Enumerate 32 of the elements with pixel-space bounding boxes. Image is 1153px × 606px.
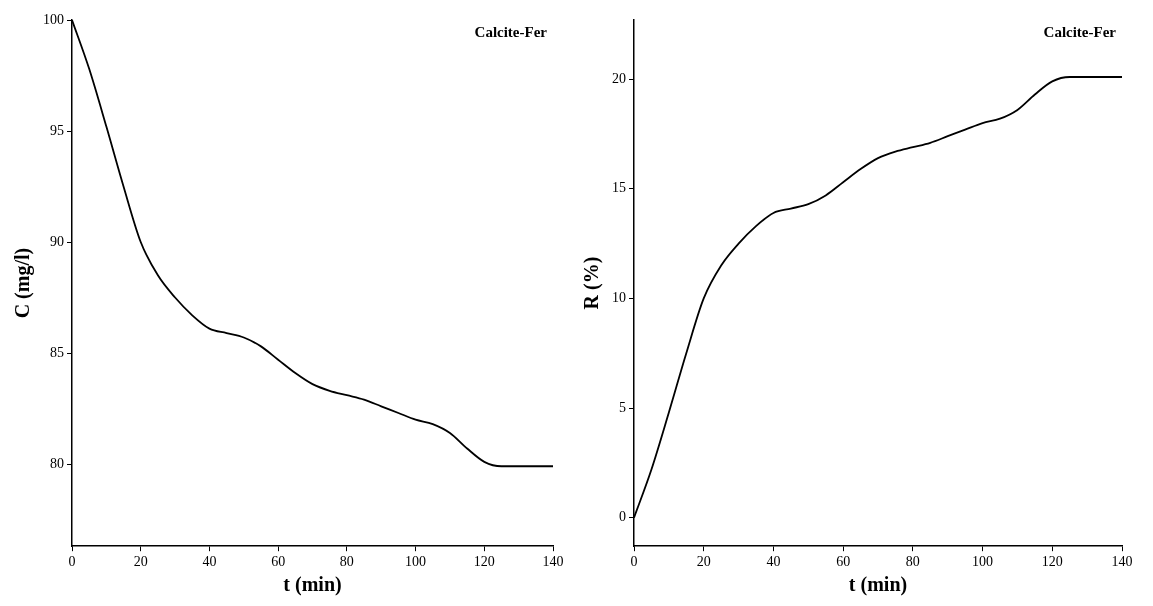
x-tick-label: 60 [271,554,286,570]
x-tick-label: 140 [1111,554,1133,570]
y-axis-title: R (%) [580,256,604,310]
y-tick-label: 20 [612,70,626,86]
x-tick-label: 120 [473,554,495,570]
x-tick-label: 40 [766,554,781,570]
x-tick-label: 20 [133,554,148,570]
x-tick-label: 80 [905,554,920,570]
x-axis-title: t (min) [848,573,908,597]
y-tick-label: 80 [50,455,64,471]
y-axis-title: C (mg/l) [11,247,35,319]
x-tick-label: 140 [542,554,564,570]
x-tick-label: 100 [405,554,427,570]
x-tick-label: 80 [339,554,354,570]
y-tick-label: 10 [612,290,626,306]
y-tick-label: 95 [50,122,64,138]
x-tick-label: 0 [68,554,76,570]
annotation: Calcite-Fer [1043,24,1117,41]
y-tick-label: 90 [50,233,64,249]
y-tick-label: 0 [619,509,626,525]
y-tick-label: 15 [612,180,626,196]
x-axis-title: t (min) [283,573,342,597]
x-tick-label: 60 [836,554,851,570]
x-tick-label: 20 [696,554,711,570]
x-tick-label: 100 [972,554,994,570]
y-tick-label: 85 [50,344,64,360]
annotation: Calcite-Fer [474,24,548,41]
y-tick-label: 5 [619,399,626,415]
x-tick-label: 40 [202,554,217,570]
x-tick-label: 120 [1041,554,1063,570]
y-tick-label: 100 [43,11,64,27]
x-tick-label: 0 [630,554,638,570]
